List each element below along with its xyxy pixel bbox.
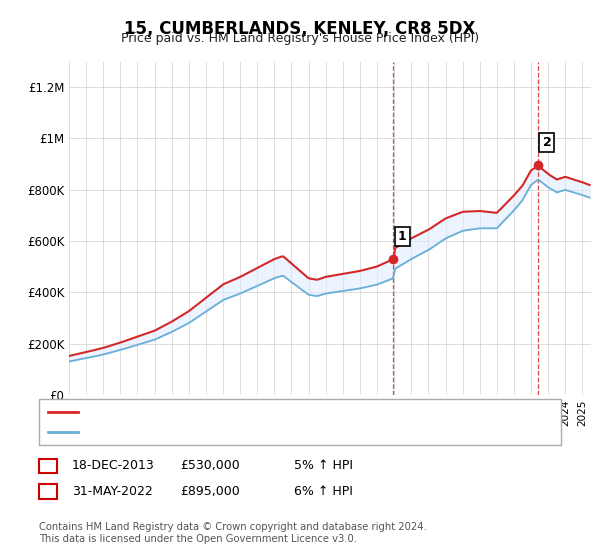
Text: Price paid vs. HM Land Registry's House Price Index (HPI): Price paid vs. HM Land Registry's House … bbox=[121, 32, 479, 45]
Text: 1: 1 bbox=[44, 459, 52, 473]
Text: 18-DEC-2013: 18-DEC-2013 bbox=[72, 459, 155, 473]
Text: 6% ↑ HPI: 6% ↑ HPI bbox=[294, 485, 353, 498]
Text: £530,000: £530,000 bbox=[180, 459, 240, 473]
Text: 2: 2 bbox=[542, 136, 551, 149]
Text: 2: 2 bbox=[44, 485, 52, 498]
Text: HPI: Average price, detached house, Croydon: HPI: Average price, detached house, Croy… bbox=[84, 426, 352, 439]
Text: 31-MAY-2022: 31-MAY-2022 bbox=[72, 485, 153, 498]
Text: 15, CUMBERLANDS, KENLEY, CR8 5DX: 15, CUMBERLANDS, KENLEY, CR8 5DX bbox=[124, 20, 476, 38]
Text: 15, CUMBERLANDS, KENLEY, CR8 5DX (detached house): 15, CUMBERLANDS, KENLEY, CR8 5DX (detach… bbox=[84, 405, 416, 419]
Text: 1: 1 bbox=[398, 230, 407, 242]
Text: £895,000: £895,000 bbox=[180, 485, 240, 498]
Text: 5% ↑ HPI: 5% ↑ HPI bbox=[294, 459, 353, 473]
Text: Contains HM Land Registry data © Crown copyright and database right 2024.
This d: Contains HM Land Registry data © Crown c… bbox=[39, 522, 427, 544]
